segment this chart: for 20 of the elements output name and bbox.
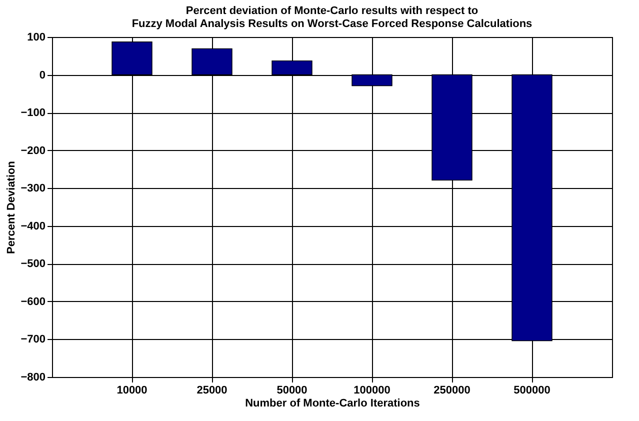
y-axis-title: Percent Deviation bbox=[6, 160, 18, 254]
y-tick-label: −600 bbox=[20, 296, 46, 308]
x-tick-label: 50000 bbox=[276, 384, 308, 396]
y-tick-label: 0 bbox=[39, 69, 46, 82]
x-tick-label: 100000 bbox=[354, 384, 390, 396]
y-tick-label: −200 bbox=[20, 144, 46, 157]
y-tick-label: −500 bbox=[20, 258, 46, 270]
x-tick-label: 500000 bbox=[514, 384, 550, 396]
x-tick-label: 250000 bbox=[434, 384, 470, 396]
y-tick-label: 100 bbox=[27, 32, 46, 44]
y-tick-label: −700 bbox=[20, 334, 46, 346]
x-axis-title: Number of Monte-Carlo Iterations bbox=[245, 398, 420, 410]
y-tick-label: −400 bbox=[20, 220, 46, 232]
y-tick-label: −800 bbox=[20, 372, 46, 384]
x-tick-label: 10000 bbox=[116, 384, 148, 396]
text: Fuzzy Modal Analysis Results on Worst-Case Forced Response Calculations bbox=[132, 18, 532, 30]
y-tick-label: −300 bbox=[20, 182, 46, 195]
text: Percent deviation of Monte-Carlo results with respect to bbox=[186, 5, 478, 17]
x-tick-label: 25000 bbox=[196, 384, 228, 396]
y-tick-label: −100 bbox=[20, 107, 46, 120]
